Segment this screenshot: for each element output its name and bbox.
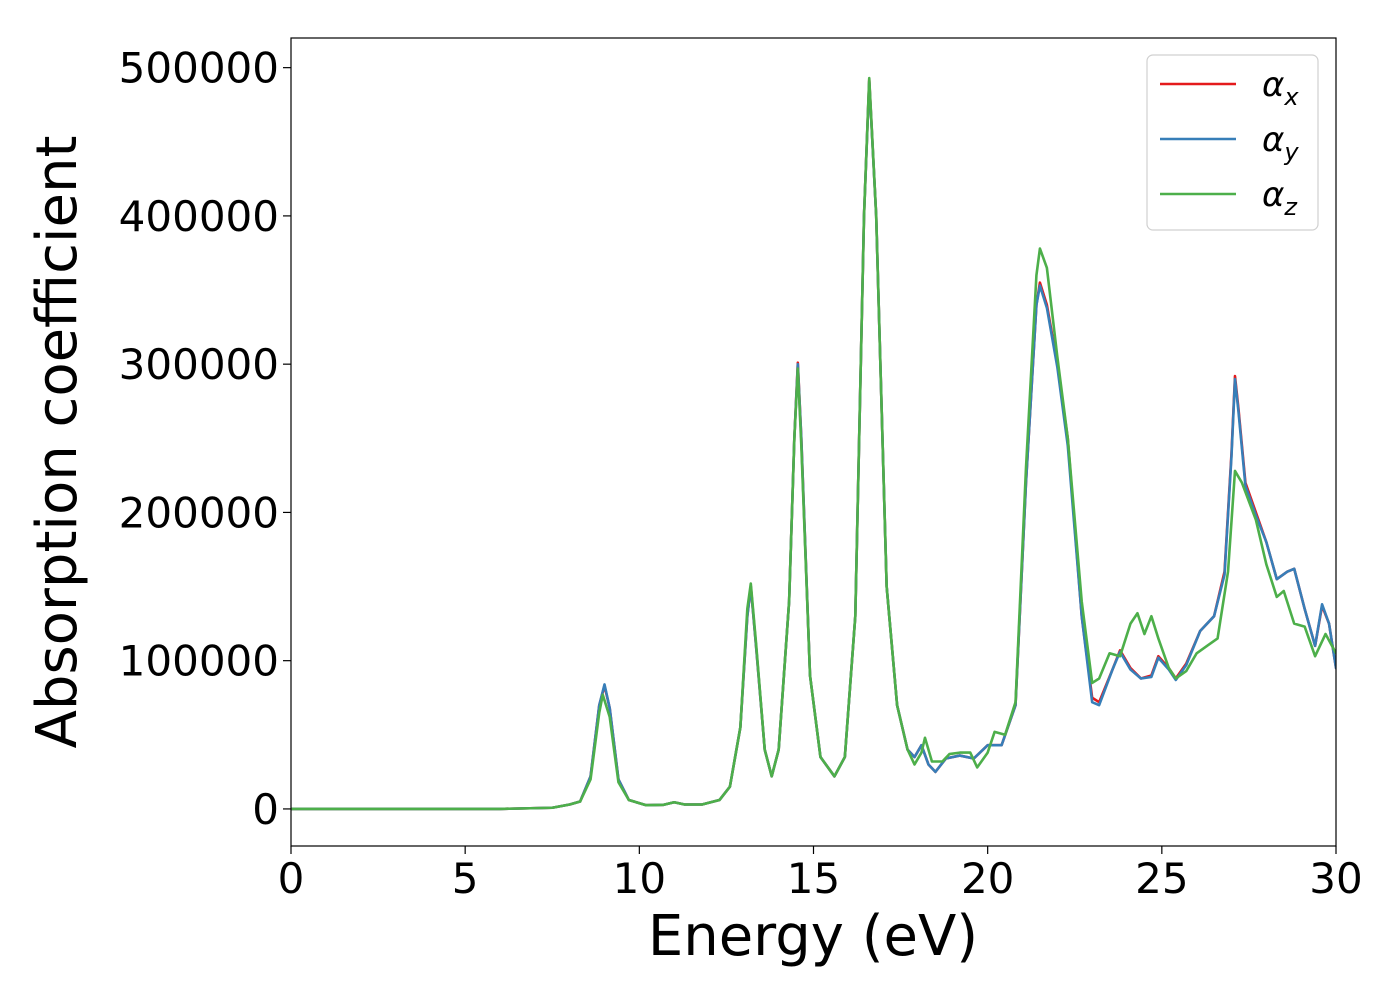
y-tick-label: 400000 — [119, 192, 279, 241]
series-line-z — [291, 76, 1336, 811]
legend-box — [1146, 54, 1319, 231]
legend-label-base: α — [1262, 120, 1284, 160]
legend-label-subscript: z — [1283, 193, 1298, 221]
y-tick-label: 300000 — [119, 340, 279, 389]
y-tick-label: 0 — [252, 785, 279, 834]
x-tick-label: 5 — [452, 854, 479, 903]
y-axis-label: Absorption coefficient — [25, 136, 90, 749]
legend-label-y: αy — [1262, 120, 1299, 166]
y-tick-label: 200000 — [119, 488, 279, 537]
legend-label-x: αx — [1262, 65, 1299, 111]
legend-label-base: α — [1262, 175, 1284, 215]
legend-label-base: α — [1262, 65, 1284, 105]
x-tick-label: 20 — [961, 854, 1014, 903]
legend-label-subscript: x — [1283, 83, 1299, 111]
x-tick-label: 25 — [1135, 854, 1188, 903]
x-tick-label: 10 — [613, 854, 666, 903]
x-tick-label: 15 — [787, 854, 840, 903]
legend-label-z: αz — [1262, 175, 1298, 221]
y-tick-label: 100000 — [119, 637, 279, 686]
y-tick-label: 500000 — [119, 44, 279, 93]
x-axis-ticks: 0 5 10 15 20 25 30 — [278, 846, 1363, 903]
x-tick-label: 0 — [278, 854, 305, 903]
legend-label-subscript: y — [1283, 138, 1299, 166]
x-tick-label: 30 — [1309, 854, 1362, 903]
x-axis-label: Energy (eV) — [648, 904, 978, 969]
y-axis-ticks: 0 100000 200000 300000 400000 500000 — [119, 44, 291, 834]
series-layer — [291, 76, 1336, 811]
